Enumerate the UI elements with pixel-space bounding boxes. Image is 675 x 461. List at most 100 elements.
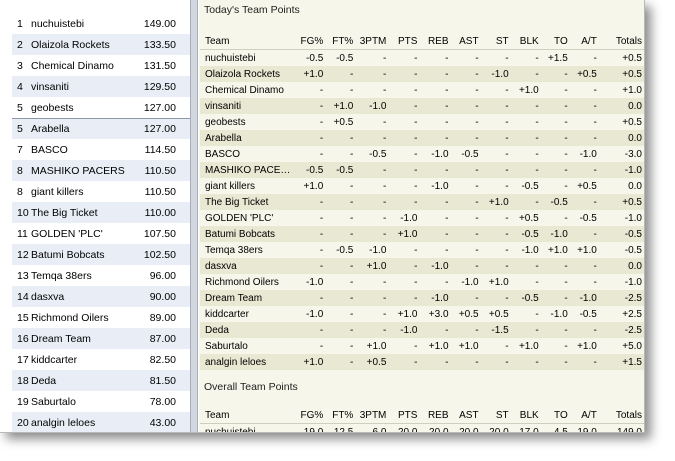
standings-points: 78.00: [149, 395, 176, 408]
standings-points: 129.50: [143, 80, 176, 93]
sidebar-scrollbar[interactable]: [190, 0, 198, 432]
overall-column-header: Team: [200, 407, 299, 424]
today-team-cell: Richmond Oilers: [200, 274, 299, 290]
standings-row[interactable]: 3 Chemical Dinamo 131.50: [12, 55, 190, 76]
standings-row[interactable]: 13 Temqa 38ers 96.00: [12, 265, 190, 286]
today-value-cell: -: [450, 194, 481, 210]
today-team-cell: nuchuistebi: [200, 49, 299, 66]
today-value-cell: -0.5: [355, 146, 389, 162]
overall-value-cell: 19.0: [569, 423, 599, 432]
today-value-cell: -: [450, 98, 481, 114]
standings-row[interactable]: 10 The Big Ticket 110.00: [12, 202, 190, 223]
today-value-cell: -: [419, 49, 451, 66]
overall-value-cell: 149.0: [598, 423, 644, 432]
standings-row[interactable]: 5 Arabella 127.00: [12, 118, 190, 139]
standings-points: 110.00: [144, 206, 176, 219]
today-value-cell: -: [355, 226, 389, 242]
standings-row[interactable]: 14 dasxva 90.00: [12, 286, 190, 307]
standings-points: 110.50: [144, 185, 176, 198]
today-column-header: FT%: [325, 33, 356, 50]
standings-team: geobests: [31, 101, 74, 114]
today-value-cell: -: [450, 258, 481, 274]
today-column-header: A/T: [569, 33, 599, 50]
today-value-cell: -: [480, 49, 511, 66]
standings-row[interactable]: 8 giant killers 110.50: [12, 181, 190, 202]
today-value-cell: +1.0: [355, 338, 389, 354]
today-points-title: Today's Team Points: [204, 4, 300, 16]
today-value-cell: -: [480, 98, 511, 114]
screenshot-frame: 1 nuchuistebi 149.00 2 Olaizola Rockets 133.5…: [0, 0, 645, 433]
standings-row[interactable]: 11 GOLDEN 'PLC' 107.50: [12, 223, 190, 244]
standings-row[interactable]: 4 vinsaniti 129.50: [12, 76, 190, 97]
today-value-cell: +0.5: [598, 66, 644, 82]
today-value-cell: -: [540, 274, 570, 290]
standings-row[interactable]: 16 Dream Team 87.00: [12, 328, 190, 349]
today-value-cell: -: [325, 226, 356, 242]
today-value-cell: -1.0: [388, 322, 420, 338]
standings-row[interactable]: 15 Richmond Oilers 89.00: [12, 307, 190, 328]
today-value-cell: +1.0: [388, 226, 420, 242]
today-team-cell: Chemical Dinamo: [200, 82, 299, 98]
today-table-row: Saburtalo - - +1.0- +1.0 +1.0- +1.0- +1.0 +5.0: [200, 338, 644, 354]
standings-row[interactable]: 1 nuchuistebi 149.00: [12, 13, 190, 34]
standings-rank: 5: [17, 101, 23, 114]
today-value-cell: -: [480, 210, 511, 226]
overall-value-cell: 19.0: [298, 423, 326, 432]
today-value-cell: -1.0: [598, 210, 644, 226]
today-value-cell: -: [450, 290, 481, 306]
today-value-cell: -: [388, 178, 420, 194]
today-value-cell: +1.0: [569, 338, 599, 354]
today-value-cell: -: [510, 98, 541, 114]
today-value-cell: -: [569, 114, 599, 130]
today-value-cell: -: [388, 146, 420, 162]
today-value-cell: -: [510, 306, 541, 322]
standings-row[interactable]: 19 Saburtalo 78.00: [12, 391, 190, 412]
overall-column-header: PTS: [388, 407, 420, 424]
today-value-cell: -2.5: [598, 290, 644, 306]
today-value-cell: -: [450, 66, 481, 82]
standings-team: MASHIKO PACERS: [31, 164, 125, 177]
standings-row[interactable]: 7 BASCO 114.50: [12, 139, 190, 160]
today-value-cell: +0.5: [598, 49, 644, 66]
today-column-header: 3PTM: [355, 33, 389, 50]
overall-table-row: nuchuistebi 19.0 12.5 6.0 20.0 20.0 20.0 20.0 17…: [200, 423, 644, 432]
standings-row[interactable]: 8 MASHIKO PACERS 110.50: [12, 160, 190, 181]
today-value-cell: -: [510, 322, 541, 338]
today-value-cell: -: [540, 130, 570, 146]
today-value-cell: -1.0: [598, 162, 644, 178]
today-value-cell: -: [540, 322, 570, 338]
today-value-cell: -: [298, 210, 326, 226]
today-value-cell: -: [419, 162, 451, 178]
today-value-cell: -: [355, 274, 389, 290]
today-value-cell: -: [388, 274, 420, 290]
today-table-row: Temqa 38ers - -0.5 -1.0- - - - -1.0 +1.0 +1.0 -0.5: [200, 242, 644, 258]
standings-row[interactable]: 20 analgin leloes 43.00: [12, 412, 190, 432]
today-value-cell: -: [540, 146, 570, 162]
standings-row[interactable]: 5 geobests 127.00: [12, 97, 190, 118]
standings-rank: 17: [17, 353, 29, 366]
standings-rank: 4: [17, 80, 23, 93]
today-value-cell: -: [569, 194, 599, 210]
today-value-cell: -: [569, 354, 599, 370]
today-value-cell: -2.5: [598, 322, 644, 338]
today-value-cell: -: [355, 114, 389, 130]
today-value-cell: -: [540, 178, 570, 194]
standings-row[interactable]: 17 kiddcarter 82.50: [12, 349, 190, 370]
standings-row[interactable]: 2 Olaizola Rockets 133.50: [12, 34, 190, 55]
standings-team: BASCO: [31, 143, 68, 156]
today-value-cell: -1.0: [450, 274, 481, 290]
standings-points: 82.50: [149, 353, 176, 366]
today-value-cell: -: [325, 210, 356, 226]
overall-points-title: Overall Team Points: [204, 381, 298, 393]
today-column-header: Team: [200, 33, 299, 50]
today-value-cell: -: [325, 354, 356, 370]
today-value-cell: +1.0: [598, 82, 644, 98]
standings-row[interactable]: 18 Deda 81.50: [12, 370, 190, 391]
today-value-cell: -3.0: [598, 146, 644, 162]
today-value-cell: +0.5: [450, 306, 481, 322]
today-value-cell: -: [298, 98, 326, 114]
standings-row[interactable]: 12 Batumi Bobcats 102.50: [12, 244, 190, 265]
today-value-cell: +0.5: [355, 354, 389, 370]
today-value-cell: +1.0: [480, 194, 511, 210]
today-value-cell: -: [355, 322, 389, 338]
